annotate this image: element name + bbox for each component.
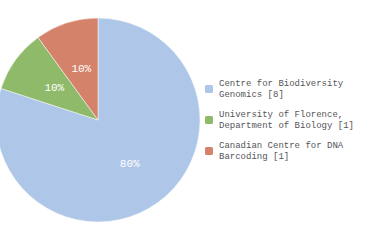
svg-text:Genomics [8]: Genomics [8]	[219, 90, 284, 100]
svg-text:Canadian Centre for DNA: Canadian Centre for DNA	[219, 141, 344, 151]
svg-text:80%: 80%	[120, 158, 140, 170]
svg-text:Barcoding [1]: Barcoding [1]	[219, 152, 289, 162]
svg-text:University of Florence,: University of Florence,	[219, 110, 343, 120]
svg-text:Centre for Biodiversity: Centre for Biodiversity	[219, 79, 344, 89]
svg-text:10%: 10%	[44, 82, 64, 94]
svg-text:Department of Biology [1]: Department of Biology [1]	[219, 121, 354, 131]
svg-text:10%: 10%	[71, 63, 91, 75]
